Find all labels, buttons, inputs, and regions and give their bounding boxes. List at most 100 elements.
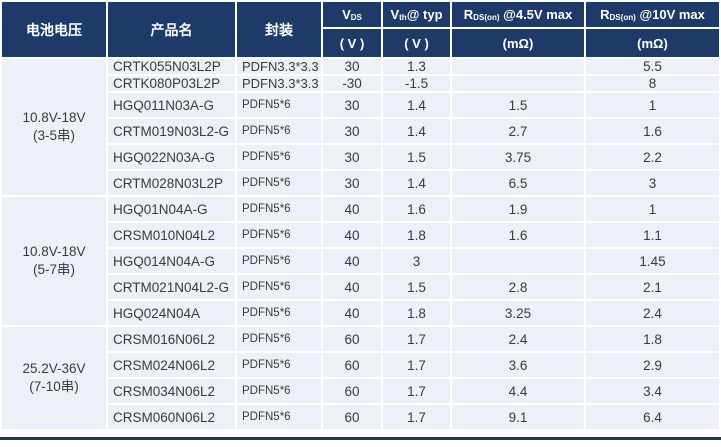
vds-value-cell: 40 (323, 197, 381, 221)
package-cell: PDFN5*6 (237, 171, 321, 195)
table-row: CRTM028N03L2P PDFN5*6 30 1.4 6.5 3 (2, 171, 719, 195)
unit-rds-4v5: (mΩ) (452, 29, 584, 57)
rds-4v5-value-cell (452, 76, 584, 91)
unit-vth-typ: ( V ) (383, 29, 450, 57)
rds-10v-value-cell: 1.6 (586, 119, 719, 143)
rds-4v5-value-cell: 6.5 (452, 171, 584, 195)
rds-4v5-value-cell: 2.4 (452, 327, 584, 351)
table-header: 电池电压 产品名 封装 VDS Vth@ typ RDS(on) @4.5V m… (2, 2, 719, 57)
rds-10v-value-cell: 1.8 (586, 327, 719, 351)
product-name-cell: HGQ024N04A (108, 301, 235, 325)
product-name-cell: CRTM019N03L2-G (108, 119, 235, 143)
product-name-cell: CRSM010N04L2 (108, 223, 235, 247)
rds-10v-value-cell: 3 (586, 171, 719, 195)
vth-typ-value-cell: 1.7 (383, 327, 450, 351)
rds-10v-value-cell: 6.4 (586, 405, 719, 429)
vth-typ-value-cell: 1.7 (383, 379, 450, 403)
vth-typ-value-cell: 1.4 (383, 119, 450, 143)
vds-value-cell: 30 (323, 93, 381, 117)
rds-4v5-value-cell: 3.25 (452, 301, 584, 325)
package-cell: PDFN5*6 (237, 119, 321, 143)
table-row: CRTK080P03L2P PDFN3.3*3.3 -30 -1.5 8 (2, 76, 719, 91)
package-cell: PDFN3.3*3.3 (237, 76, 321, 91)
vds-value-cell: 40 (323, 275, 381, 299)
col-header-rds-10v: RDS(on) @10V max (586, 2, 719, 27)
product-name-cell: CRSM016N06L2 (108, 327, 235, 351)
product-name-cell: HGQ01N04A-G (108, 197, 235, 221)
table-row: CRTM019N03L2-G PDFN5*6 30 1.4 2.7 1.6 (2, 119, 719, 143)
rds-10v-value-cell: 8 (586, 76, 719, 91)
spec-table: 电池电压 产品名 封装 VDS Vth@ typ RDS(on) @4.5V m… (2, 2, 719, 429)
rds-4v5-value-cell: 2.7 (452, 119, 584, 143)
rds-10v-value-cell: 2.1 (586, 275, 719, 299)
vth-typ-value-cell: 1.7 (383, 353, 450, 377)
vth-typ-value-cell: 1.6 (383, 197, 450, 221)
table-row: 10.8V-18V (5-7串) HGQ01N04A-G PDFN5*6 40 1.6 1.… (2, 197, 719, 325)
vds-value-cell: 60 (323, 327, 381, 351)
product-name-cell: HGQ011N03A-G (108, 93, 235, 117)
rds-10v-value-cell: 5.5 (586, 59, 719, 74)
rds-4v5-value-cell: 1.6 (452, 223, 584, 247)
col-header-battery-voltage: 电池电压 (2, 2, 106, 57)
col-header-rds-4v5: RDS(on) @4.5V max (452, 2, 584, 27)
package-cell: PDFN5*6 (237, 353, 321, 377)
product-name-cell: HGQ022N03A-G (108, 145, 235, 169)
product-name-cell: CRSM060N06L2 (108, 405, 235, 429)
battery-voltage-cell: 10.8V-18V (5-7串) (2, 197, 106, 325)
col-header-product-name: 产品名 (108, 2, 235, 57)
package-cell: PDFN5*6 (237, 197, 321, 221)
rds-4v5-value-cell: 2.8 (452, 275, 584, 299)
rds-4v5-value-cell (452, 249, 584, 273)
rds-10v-value-cell: 2.2 (586, 145, 719, 169)
rds-10v-value-cell: 2.9 (586, 353, 719, 377)
vds-value-cell: 40 (323, 249, 381, 273)
rds-4v5-value-cell: 1.9 (452, 197, 584, 221)
vth-typ-value-cell: 1.5 (383, 275, 450, 299)
table-row: CRSM060N06L2 PDFN5*6 60 1.7 9.1 6.4 (2, 405, 719, 429)
product-name-cell: CRTK055N03L2P (108, 59, 235, 74)
table-row: CRSM034N06L2 PDFN5*6 60 1.7 4.4 3.4 (2, 379, 719, 403)
table-row: HGQ024N04A PDFN5*6 40 1.8 3.25 2.4 (2, 301, 719, 325)
vth-typ-value-cell: 1.8 (383, 223, 450, 247)
unit-vds: ( V ) (323, 29, 381, 57)
vds-value-cell: 40 (323, 223, 381, 247)
vth-typ-value-cell: 1.3 (383, 59, 450, 74)
vth-typ-value-cell: 1.4 (383, 171, 450, 195)
vth-typ-value-cell: -1.5 (383, 76, 450, 91)
vds-value-cell: 60 (323, 353, 381, 377)
package-cell: PDFN5*6 (237, 301, 321, 325)
cell-count: (7-10串) (29, 379, 79, 394)
table-row: CRSM010N04L2 PDFN5*6 40 1.8 1.6 1.1 (2, 223, 719, 247)
table-row: CRSM024N06L2 PDFN5*6 60 1.7 3.6 2.9 (2, 353, 719, 377)
product-name-cell: CRTK080P03L2P (108, 76, 235, 91)
vds-value-cell: 60 (323, 405, 381, 429)
product-name-cell: CRTM028N03L2P (108, 171, 235, 195)
battery-voltage-cell: 10.8V-18V (3-5串) (2, 59, 106, 195)
vds-value-cell: 30 (323, 119, 381, 143)
vth-typ-value-cell: 1.4 (383, 93, 450, 117)
rds-4v5-value-cell: 4.4 (452, 379, 584, 403)
header-row-units: ( V ) ( V ) (mΩ) (mΩ) (2, 29, 719, 57)
package-cell: PDFN5*6 (237, 379, 321, 403)
voltage-range: 10.8V-18V (22, 244, 86, 260)
package-cell: PDFN5*6 (237, 327, 321, 351)
vds-value-cell: 30 (323, 171, 381, 195)
vth-typ-value-cell: 1.7 (383, 405, 450, 429)
rds-10v-value-cell: 2.4 (586, 301, 719, 325)
product-name-cell: HGQ014N04A-G (108, 249, 235, 273)
product-name-cell: CRSM024N06L2 (108, 353, 235, 377)
cell-count: (5-7串) (32, 262, 75, 277)
battery-voltage-cell: 25.2V-36V (7-10串) (2, 327, 106, 429)
package-cell: PDFN5*6 (237, 93, 321, 117)
vth-typ-value-cell: 3 (383, 249, 450, 273)
package-cell: PDFN5*6 (237, 249, 321, 273)
package-cell: PDFN3.3*3.3 (237, 59, 321, 74)
rds-10v-value-cell: 1.45 (586, 249, 719, 273)
col-header-vds: VDS (323, 2, 381, 27)
table-row: HGQ011N03A-G PDFN5*6 30 1.4 1.5 1 (2, 93, 719, 117)
rds-4v5-value-cell: 1.5 (452, 93, 584, 117)
rds-10v-value-cell: 1.1 (586, 223, 719, 247)
vds-value-cell: 30 (323, 145, 381, 169)
table-row: 10.8V-18V (3-5串) CRTK055N03L2P PDFN3.3*3.3 3… (2, 59, 719, 195)
